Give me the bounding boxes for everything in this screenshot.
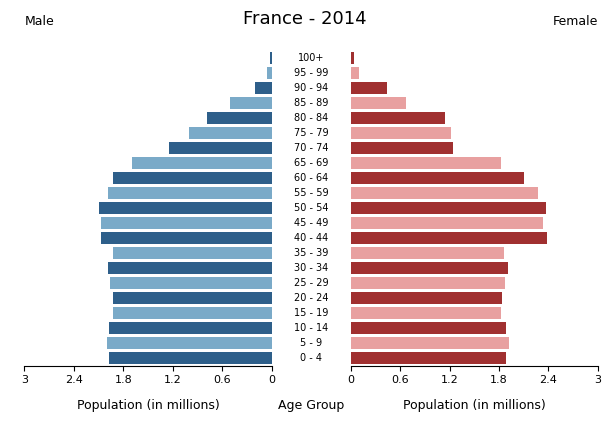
- Bar: [109, 352, 271, 364]
- Bar: [351, 82, 387, 94]
- Text: 5 - 9: 5 - 9: [300, 338, 322, 348]
- Bar: [270, 53, 271, 65]
- Bar: [351, 187, 539, 199]
- Bar: [267, 68, 271, 79]
- Bar: [351, 307, 501, 319]
- Text: 10 - 14: 10 - 14: [294, 323, 328, 333]
- Bar: [351, 53, 354, 65]
- Bar: [351, 352, 506, 364]
- Text: France - 2014: France - 2014: [243, 10, 367, 28]
- Bar: [113, 172, 271, 184]
- Text: Population (in millions): Population (in millions): [77, 399, 220, 412]
- Text: 80 - 84: 80 - 84: [294, 113, 328, 123]
- Bar: [351, 97, 406, 109]
- Bar: [351, 172, 523, 184]
- Bar: [255, 82, 271, 94]
- Text: 35 - 39: 35 - 39: [294, 248, 328, 258]
- Bar: [113, 292, 271, 304]
- Bar: [351, 202, 546, 214]
- Text: 20 - 24: 20 - 24: [294, 293, 328, 303]
- Bar: [113, 247, 271, 259]
- Bar: [351, 277, 504, 289]
- Bar: [113, 307, 271, 319]
- Text: 25 - 29: 25 - 29: [294, 278, 328, 288]
- Bar: [99, 202, 271, 214]
- Bar: [189, 128, 271, 139]
- Text: 0 - 4: 0 - 4: [300, 353, 322, 363]
- Bar: [351, 292, 502, 304]
- Text: 15 - 19: 15 - 19: [294, 308, 328, 318]
- Bar: [351, 128, 451, 139]
- Bar: [351, 157, 501, 169]
- Text: Population (in millions): Population (in millions): [403, 399, 545, 412]
- Text: 50 - 54: 50 - 54: [294, 203, 328, 213]
- Bar: [351, 68, 359, 79]
- Bar: [351, 247, 504, 259]
- Bar: [351, 232, 547, 244]
- Bar: [110, 277, 271, 289]
- Bar: [170, 142, 271, 154]
- Text: 60 - 64: 60 - 64: [294, 173, 328, 183]
- Bar: [351, 337, 509, 349]
- Bar: [351, 322, 506, 334]
- Bar: [107, 337, 271, 349]
- Bar: [351, 217, 544, 229]
- Text: 30 - 34: 30 - 34: [294, 263, 328, 273]
- Bar: [351, 142, 453, 154]
- Text: Female: Female: [553, 14, 598, 28]
- Text: 45 - 49: 45 - 49: [294, 218, 328, 228]
- Text: 75 - 79: 75 - 79: [294, 128, 328, 139]
- Bar: [132, 157, 271, 169]
- Text: 40 - 44: 40 - 44: [294, 233, 328, 243]
- Bar: [109, 187, 271, 199]
- Bar: [207, 112, 271, 125]
- Bar: [351, 262, 508, 274]
- Bar: [101, 217, 271, 229]
- Text: 55 - 59: 55 - 59: [294, 188, 328, 198]
- Bar: [109, 262, 271, 274]
- Text: Age Group: Age Group: [278, 399, 344, 412]
- Text: 100+: 100+: [298, 54, 325, 63]
- Text: Male: Male: [24, 14, 54, 28]
- Text: 90 - 94: 90 - 94: [294, 83, 328, 94]
- Text: 85 - 89: 85 - 89: [294, 99, 328, 108]
- Bar: [109, 322, 271, 334]
- Bar: [351, 112, 445, 125]
- Bar: [231, 97, 271, 109]
- Text: 70 - 74: 70 - 74: [294, 143, 328, 153]
- Text: 95 - 99: 95 - 99: [294, 68, 328, 79]
- Bar: [101, 232, 271, 244]
- Text: 65 - 69: 65 - 69: [294, 159, 328, 168]
